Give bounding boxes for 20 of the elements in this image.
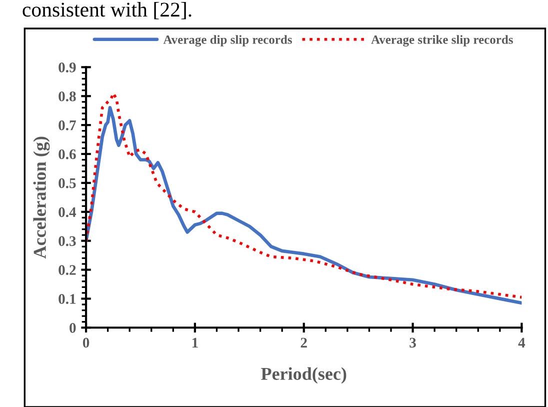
x-tick-label: 1	[192, 338, 198, 348]
y-tick-label: 0.7	[58, 120, 76, 130]
y-tick-label: 0.1	[58, 294, 76, 304]
x-tick-label: 4	[518, 338, 526, 348]
y-tick-label: 0	[70, 322, 76, 333]
text: consistent with [22].	[22, 2, 192, 20]
legend-label: Average strike slip records	[371, 35, 513, 47]
y-tick-label: 0.2	[58, 265, 76, 276]
y-tick-label: 0.8	[58, 91, 76, 102]
x-tick-label: 3	[410, 338, 416, 348]
y-tick-label: 0.4	[58, 207, 76, 218]
y-tick-label: 0.9	[58, 62, 76, 72]
y-axis-title: Acceleration (g)	[33, 136, 50, 259]
y-tick-label: 0.6	[58, 149, 76, 160]
x-tick-label: 2	[300, 338, 307, 348]
x-tick-label: 0	[82, 338, 90, 348]
x-axis-title: Period(sec)	[261, 367, 346, 384]
y-tick-label: 0.3	[58, 236, 76, 246]
y-tick-label: 0.5	[58, 178, 76, 188]
legend-label: Average dip slip records	[163, 35, 292, 47]
